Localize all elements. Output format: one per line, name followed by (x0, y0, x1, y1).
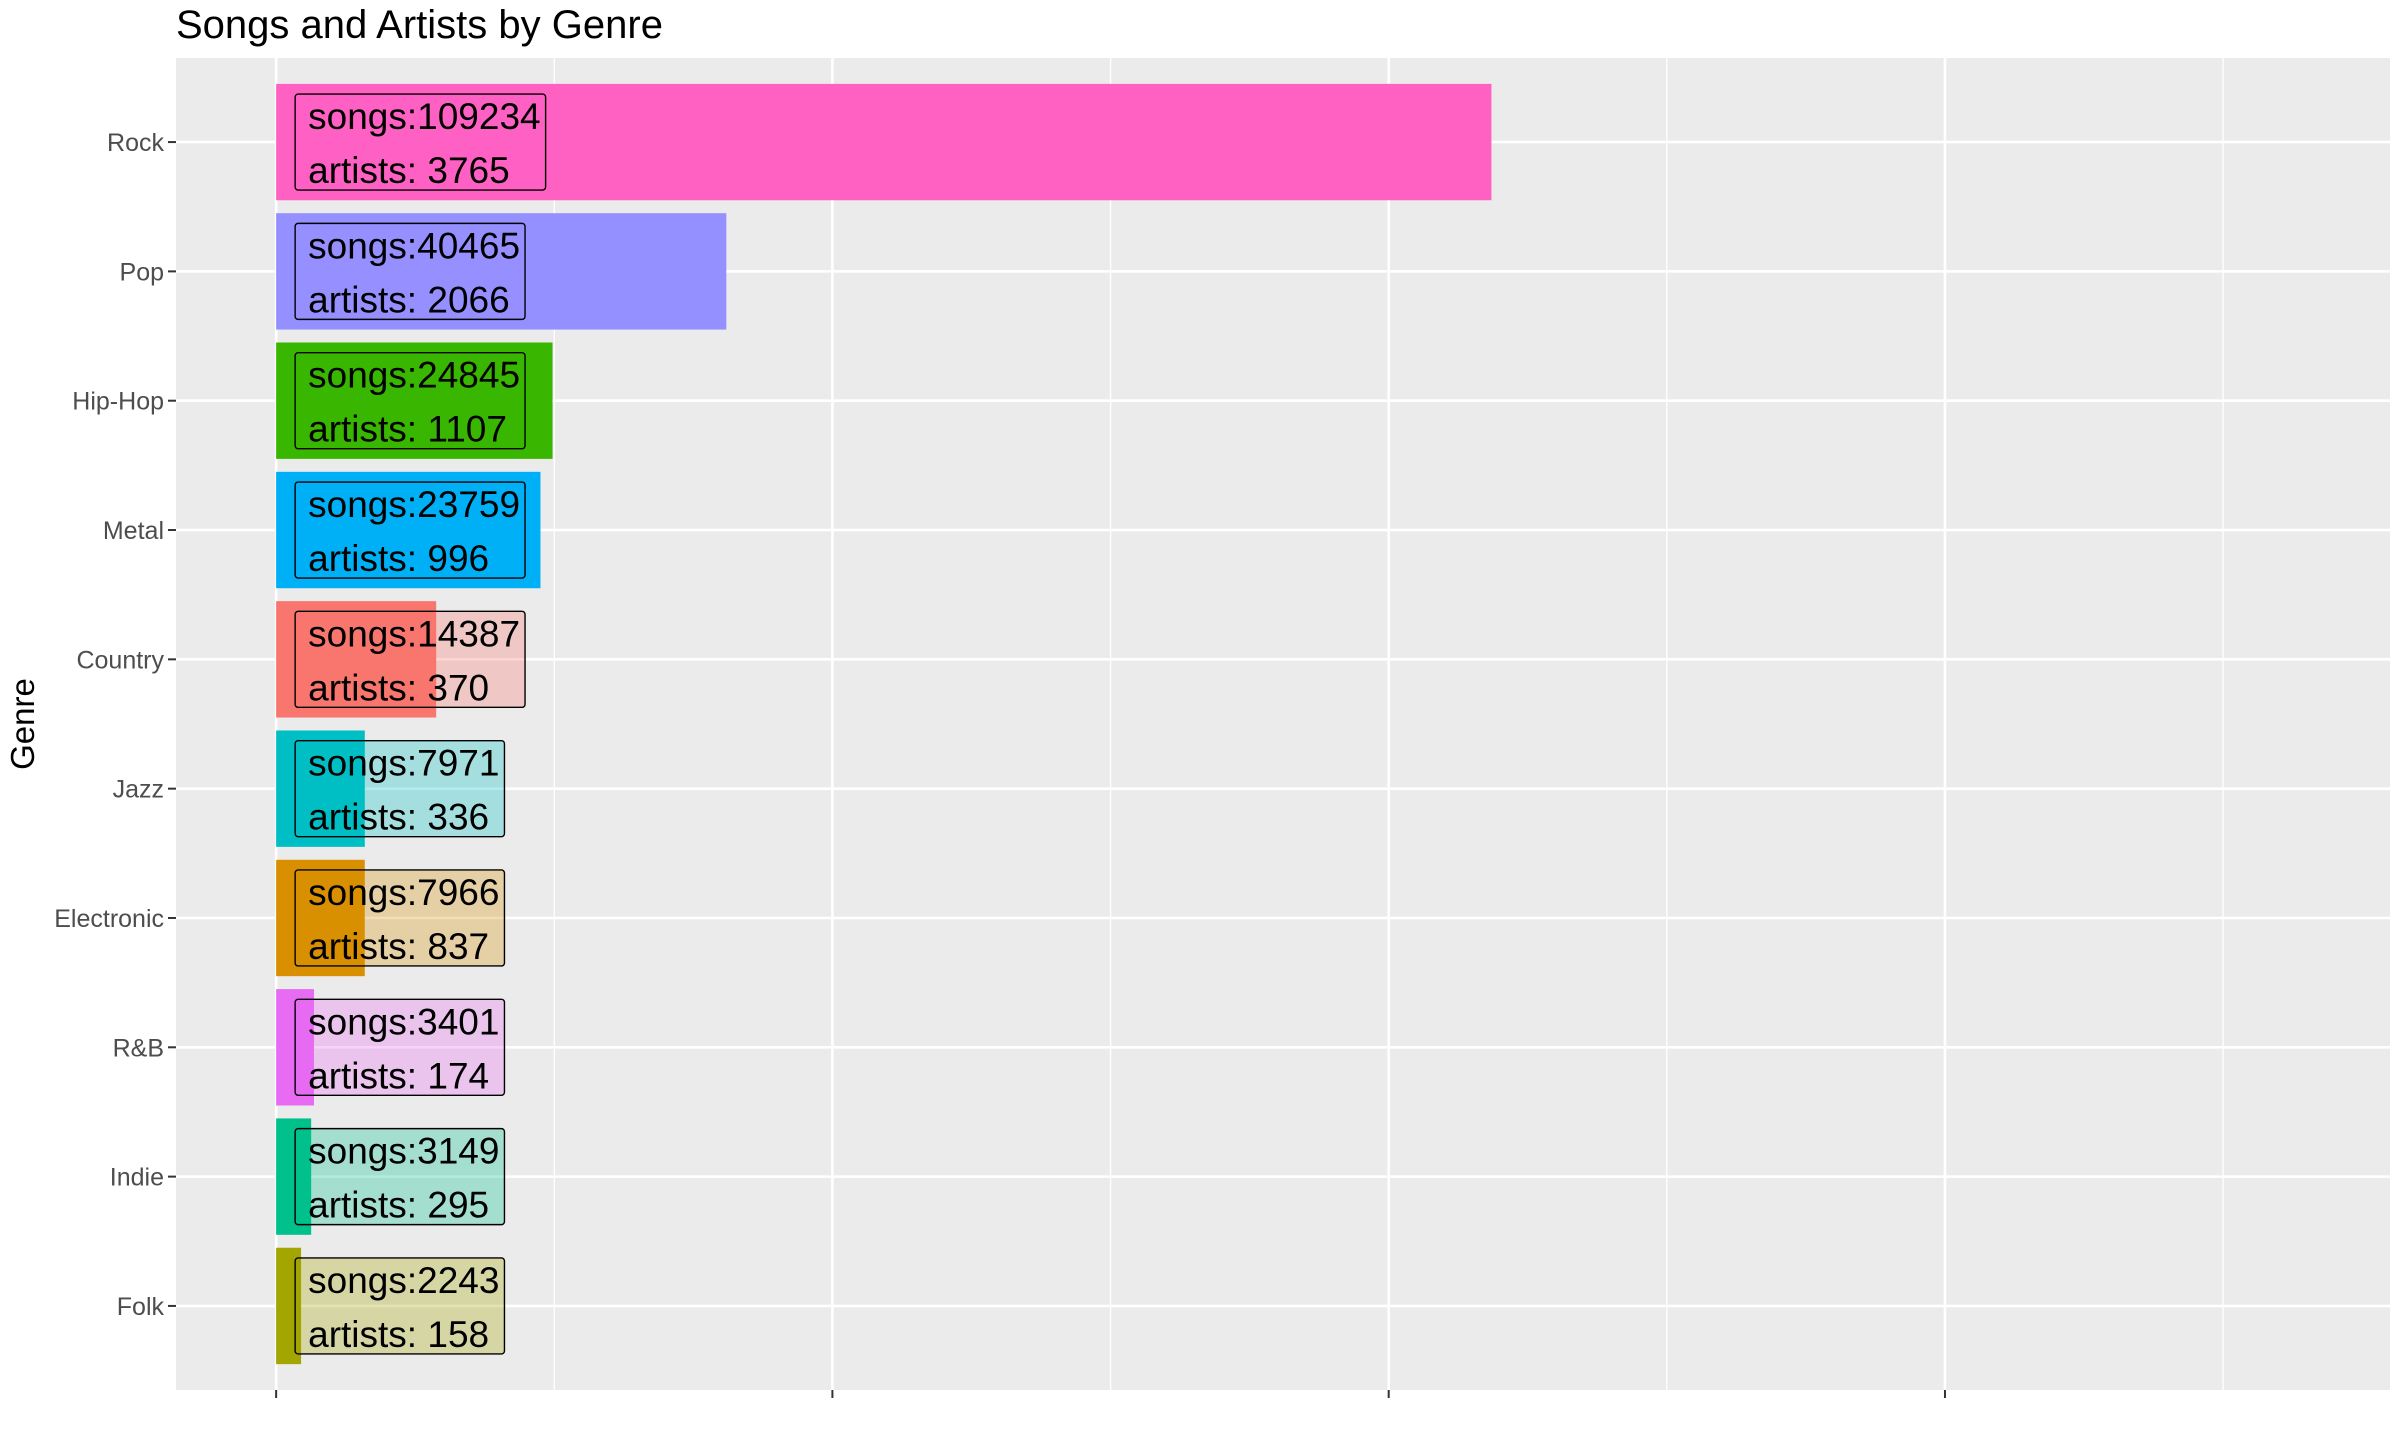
y-tick-label-country: Country (76, 646, 164, 674)
y-tick-label-folk: Folk (117, 1293, 165, 1321)
data-label-songs: songs:7971 (308, 743, 499, 784)
bar-layer (276, 83, 1492, 1365)
bar-jazz (276, 730, 365, 847)
data-label-artists: artists: 336 (308, 797, 489, 838)
data-label-folk: songs:2243 artists: 158 (294, 1257, 506, 1355)
bar-rock (276, 83, 1492, 201)
data-label-songs: songs:109234 (308, 96, 540, 137)
chart-title: Songs and Artists by Genre (176, 3, 663, 47)
data-label-rock: songs:109234 artists: 3765 (294, 93, 547, 191)
data-label-artists: artists: 174 (308, 1055, 489, 1096)
data-label-box (294, 1127, 506, 1226)
data-label-box (294, 739, 506, 838)
y-tick-label-indie: Indie (110, 1164, 164, 1192)
y-tick-label-pop: Pop (120, 258, 164, 286)
data-label-artists: artists: 3765 (308, 150, 510, 191)
data-label-songs: songs:23759 (308, 484, 520, 525)
bar-folk (276, 1247, 302, 1365)
data-label-songs: songs:24845 (308, 355, 520, 396)
data-label-box (294, 998, 506, 1097)
data-label-songs: songs:40465 (308, 225, 520, 266)
data-label-artists: artists: 2066 (308, 279, 510, 320)
bar-indie (276, 1118, 312, 1235)
axis-layer: Rock Pop Hip-Hop Metal Country Jazz Electronic… (54, 129, 1946, 1398)
data-label-country: songs:14387 artists: 370 (294, 610, 526, 709)
y-axis-title: Genre (4, 678, 41, 770)
data-label-artists: artists: 295 (308, 1185, 489, 1226)
y-tick-label-metal: Metal (103, 517, 164, 545)
data-label-artists: artists: 158 (308, 1314, 489, 1355)
data-label-songs: songs:3401 (308, 1001, 499, 1042)
bar-metal (276, 471, 541, 589)
y-tick-label-randb: R&B (113, 1034, 164, 1062)
data-label-artists: artists: 370 (308, 667, 489, 708)
bar-country (276, 601, 437, 718)
data-label-artists: artists: 1107 (308, 409, 507, 450)
data-label-box (294, 222, 526, 321)
data-label-box (294, 351, 526, 450)
data-label-box (294, 869, 506, 967)
y-tick-label-electronic: Electronic (54, 905, 164, 933)
label-layer: songs:109234 artists: 3765 songs:40465 arti… (294, 93, 547, 1355)
bar-pop (276, 213, 727, 330)
data-label-electronic: songs:7966 artists: 837 (294, 869, 506, 967)
data-label-hip-hop: songs:24845 artists: 1107 (294, 351, 526, 450)
data-label-artists: artists: 996 (308, 538, 489, 579)
data-label-jazz: songs:7971 artists: 336 (294, 739, 506, 838)
data-label-songs: songs:2243 (308, 1260, 499, 1301)
y-tick-label-jazz: Jazz (113, 776, 164, 804)
data-label-pop: songs:40465 artists: 2066 (294, 222, 526, 321)
data-label-songs: songs:14387 (308, 613, 520, 654)
data-label-metal: songs:23759 artists: 996 (294, 481, 526, 579)
y-tick-label-rock: Rock (107, 129, 164, 157)
data-label-indie: songs:3149 artists: 295 (294, 1127, 506, 1226)
data-label-box (294, 1257, 506, 1355)
data-label-randb: songs:3401 artists: 174 (294, 998, 506, 1097)
bar-hip-hop (276, 342, 553, 459)
y-tick-label-hip-hop: Hip-Hop (72, 388, 164, 416)
bar-electronic (276, 859, 365, 977)
data-label-songs: songs:3149 (308, 1131, 499, 1172)
data-label-box (294, 610, 526, 709)
data-label-box (294, 93, 547, 191)
data-label-songs: songs:7966 (308, 872, 499, 913)
data-label-box (294, 481, 526, 579)
data-label-artists: artists: 837 (308, 926, 489, 967)
